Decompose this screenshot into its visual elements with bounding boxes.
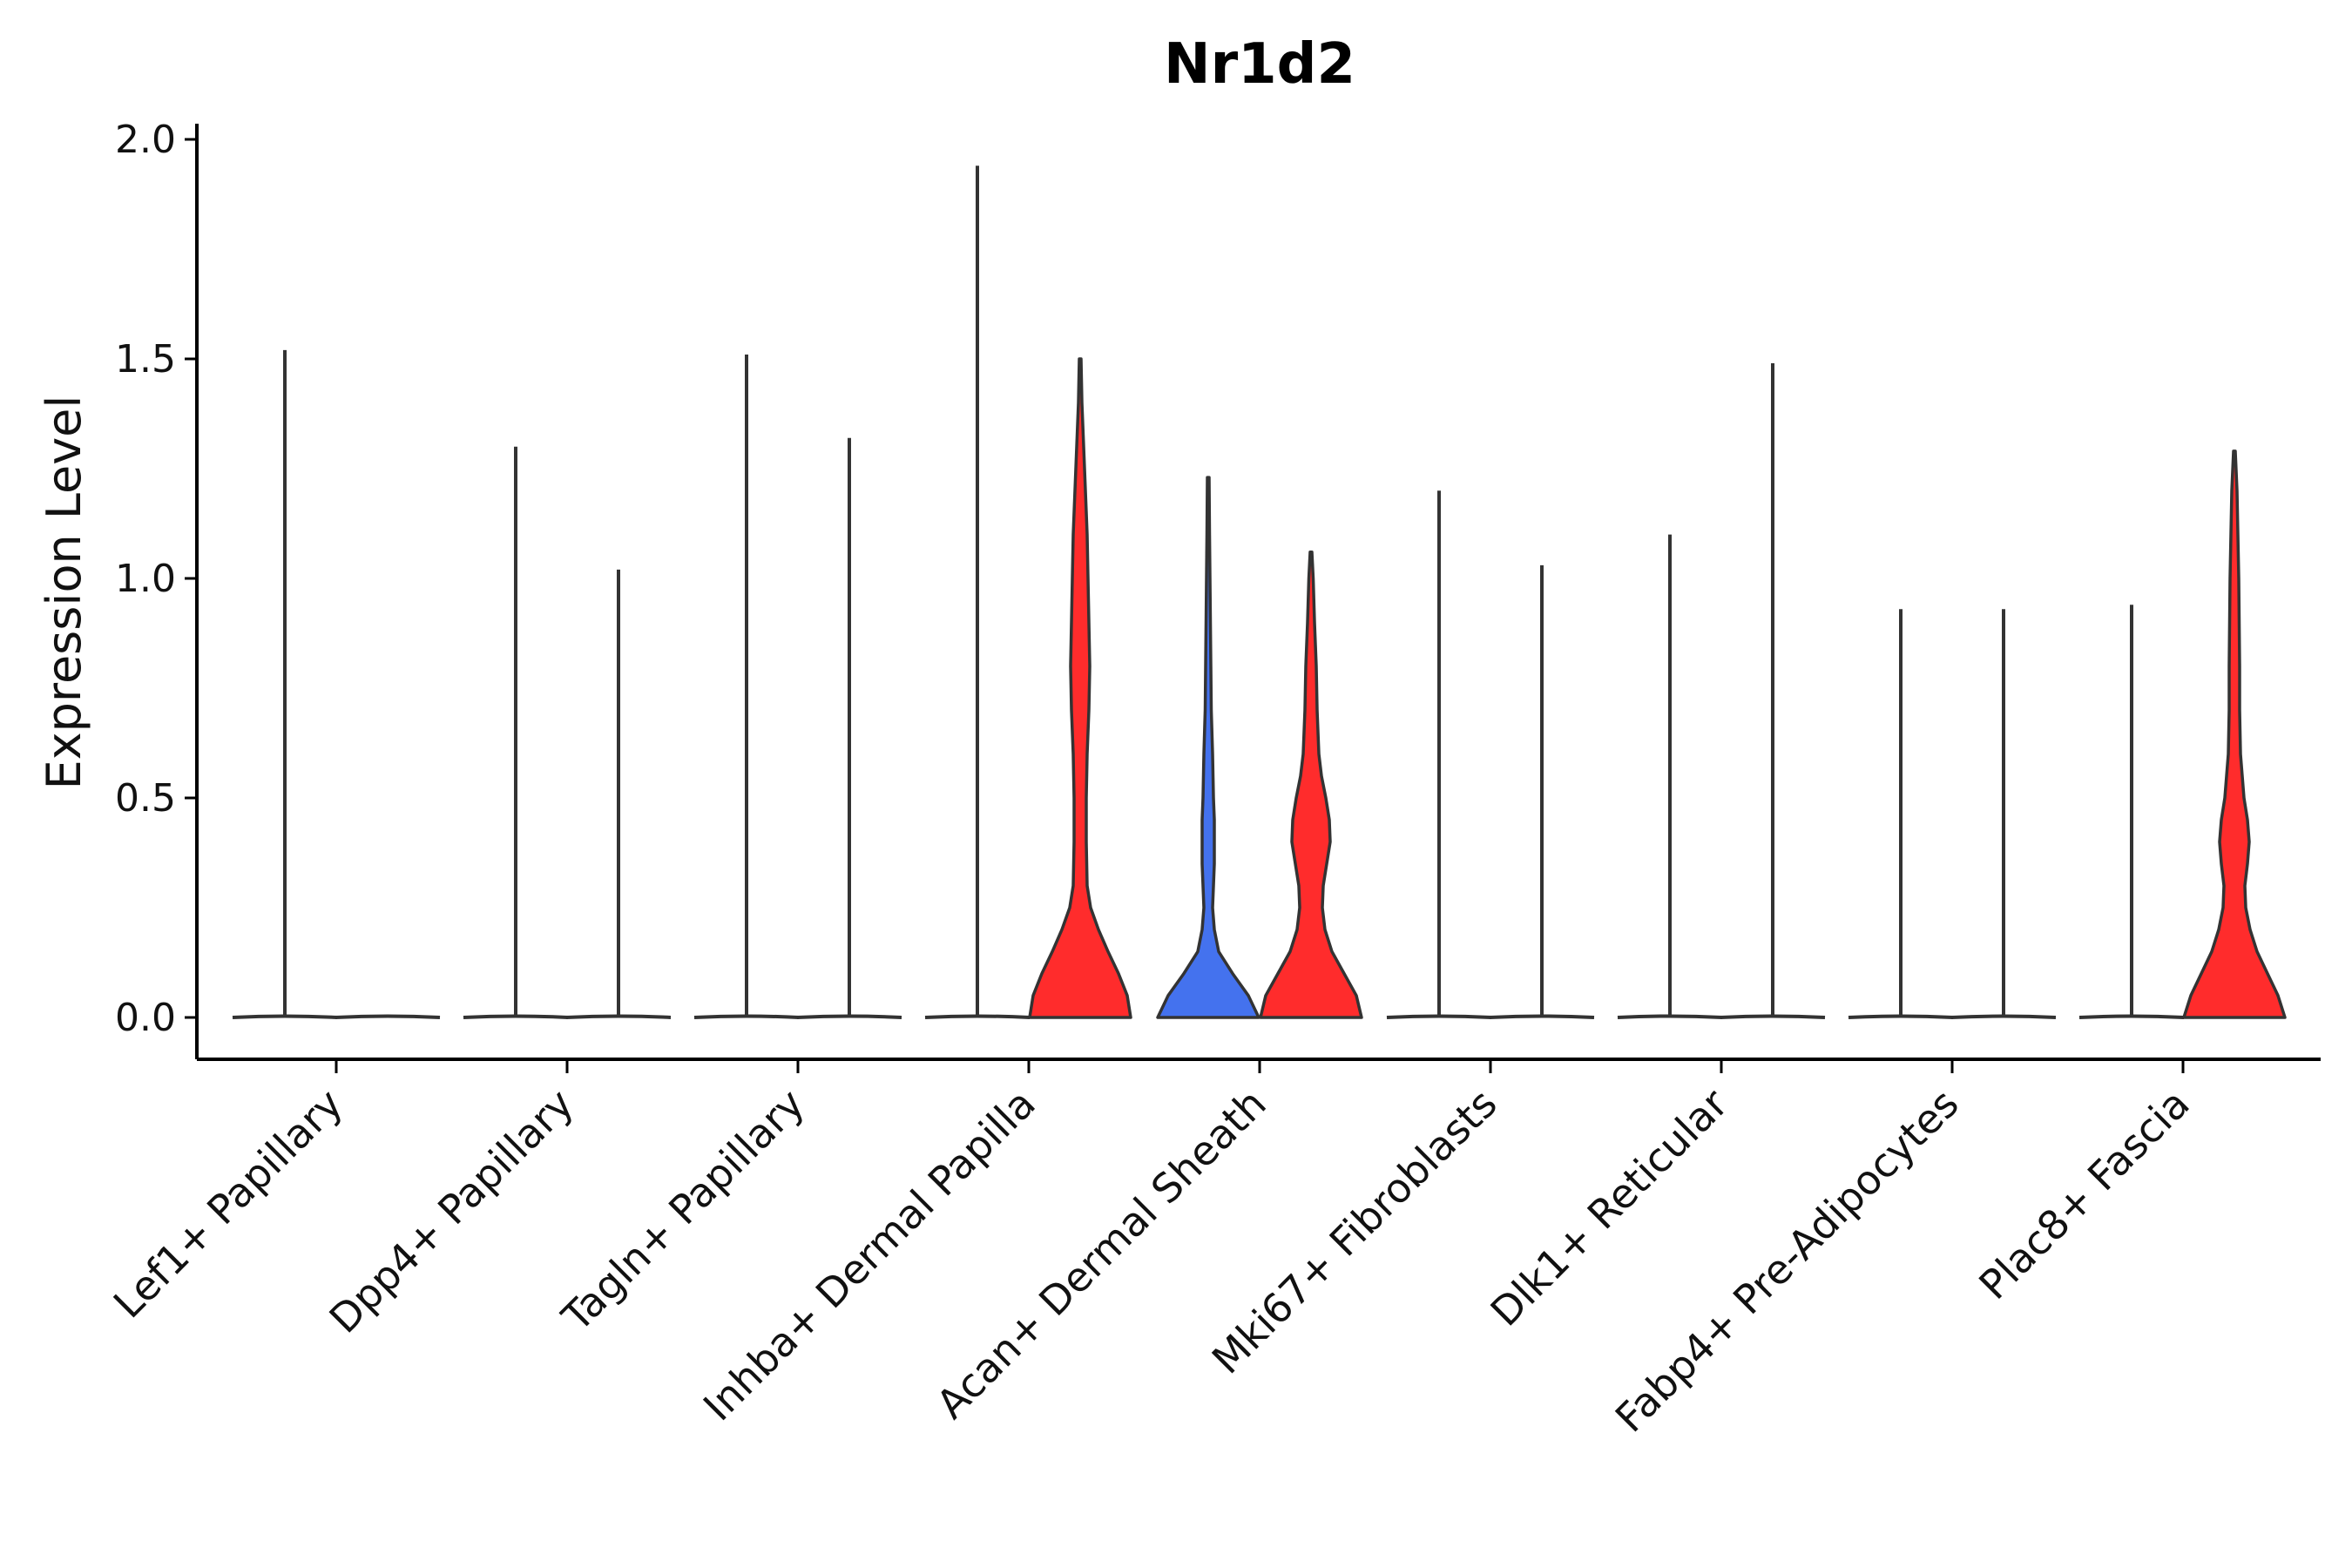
- x-tick-label: Plac8+ Fascia: [1970, 1080, 2198, 1308]
- x-tick-label: Lef1+ Papillary: [105, 1080, 352, 1328]
- y-tick-label: 2.0: [115, 118, 176, 162]
- chart-title: Nr1d2: [1164, 32, 1355, 97]
- violin-base: [335, 1014, 441, 1019]
- y-axis-ticks: 0.0 0.5 1.0 1.5 2.0: [115, 118, 197, 1040]
- violin-mark: [1156, 476, 1260, 1019]
- y-tick-label: 1.0: [115, 557, 176, 601]
- y-axis-label: Expression Level: [37, 395, 91, 790]
- violin-series: [232, 166, 2287, 1019]
- x-tick-label: Dlk1+ Reticular: [1482, 1080, 1737, 1335]
- x-tick-label: Dpp4+ Papillary: [321, 1080, 583, 1342]
- y-tick-label: 1.5: [115, 337, 176, 382]
- violin-mark: [2182, 449, 2287, 1019]
- violin-mark: [1259, 551, 1363, 1019]
- violin-mark: [1028, 357, 1132, 1019]
- x-tick-label: Tagln+ Papillary: [552, 1080, 814, 1342]
- y-tick-label: 0.0: [115, 996, 176, 1040]
- y-tick-label: 0.5: [115, 776, 176, 821]
